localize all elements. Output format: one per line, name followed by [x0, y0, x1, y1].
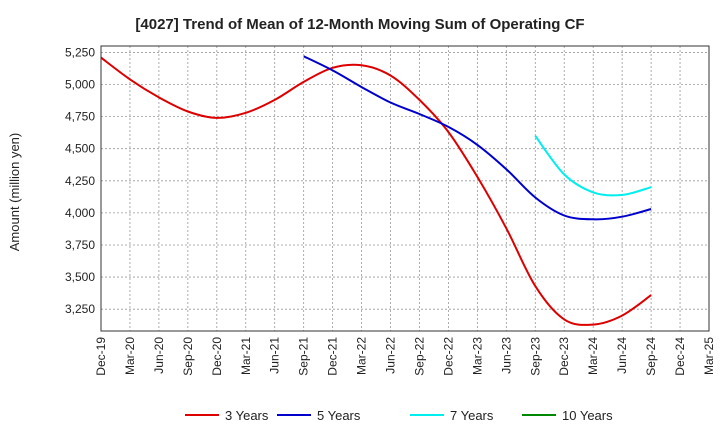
legend-label-3-years: 3 Years — [225, 408, 269, 423]
x-tick-label: Mar-25 — [702, 337, 716, 375]
x-tick-label: Jun-20 — [152, 337, 166, 374]
x-tick-label: Dec-20 — [210, 337, 224, 376]
x-tick-label: Mar-20 — [123, 337, 137, 375]
x-tick-label: Jun-24 — [615, 337, 629, 374]
x-tick-label: Mar-24 — [586, 337, 600, 375]
x-tick-label: Jun-21 — [268, 337, 282, 374]
chart-title: [4027] Trend of Mean of 12-Month Moving … — [135, 16, 584, 33]
x-tick-label: Sep-20 — [181, 337, 195, 376]
legend-label-5-years: 5 Years — [317, 408, 361, 423]
legend-label-10-years: 10 Years — [562, 408, 613, 423]
y-tick-label: 5,000 — [65, 78, 95, 92]
y-tick-label: 3,500 — [65, 270, 95, 284]
y-tick-label: 3,750 — [65, 238, 95, 252]
y-tick-label: 5,250 — [65, 45, 95, 59]
gridlines — [100, 46, 710, 331]
legend: 3 Years 5 Years 7 Years 10 Years — [185, 408, 613, 423]
plot-area — [100, 45, 710, 332]
y-tick-label: 3,250 — [65, 302, 95, 316]
legend-label-7-years: 7 Years — [450, 408, 494, 423]
x-tick-label: Sep-24 — [644, 337, 658, 376]
y-tick-label: 4,500 — [65, 142, 95, 156]
axis-ticks: Dec-19 Mar-20 Jun-20 Sep-20 Dec-20 Mar-21 Jun-… — [65, 45, 716, 375]
x-tick-label: Dec-24 — [673, 337, 687, 376]
y-tick-label: 4,750 — [65, 110, 95, 124]
x-tick-label: Dec-23 — [557, 337, 571, 376]
y-tick-label: 4,000 — [65, 206, 95, 220]
x-tick-label: Dec-22 — [441, 337, 455, 376]
x-tick-label: Dec-21 — [326, 337, 340, 376]
series-line-5-years — [303, 55, 652, 221]
x-tick-label: Mar-23 — [470, 337, 484, 375]
y-tick-label: 4,250 — [65, 174, 95, 188]
x-tick-label: Sep-23 — [528, 337, 542, 376]
x-tick-label: Dec-19 — [94, 337, 108, 376]
x-tick-label: Sep-21 — [297, 337, 311, 376]
y-axis-label: Amount (million yen) — [7, 133, 22, 252]
x-tick-label: Sep-22 — [412, 337, 426, 376]
series-lines — [100, 55, 652, 326]
series-line-3-years — [100, 56, 652, 326]
x-tick-label: Mar-22 — [355, 337, 369, 375]
x-tick-label: Jun-22 — [384, 337, 398, 374]
series-line-7-years — [534, 135, 652, 197]
x-tick-label: Mar-21 — [239, 337, 253, 375]
x-tick-label: Jun-23 — [499, 337, 513, 374]
